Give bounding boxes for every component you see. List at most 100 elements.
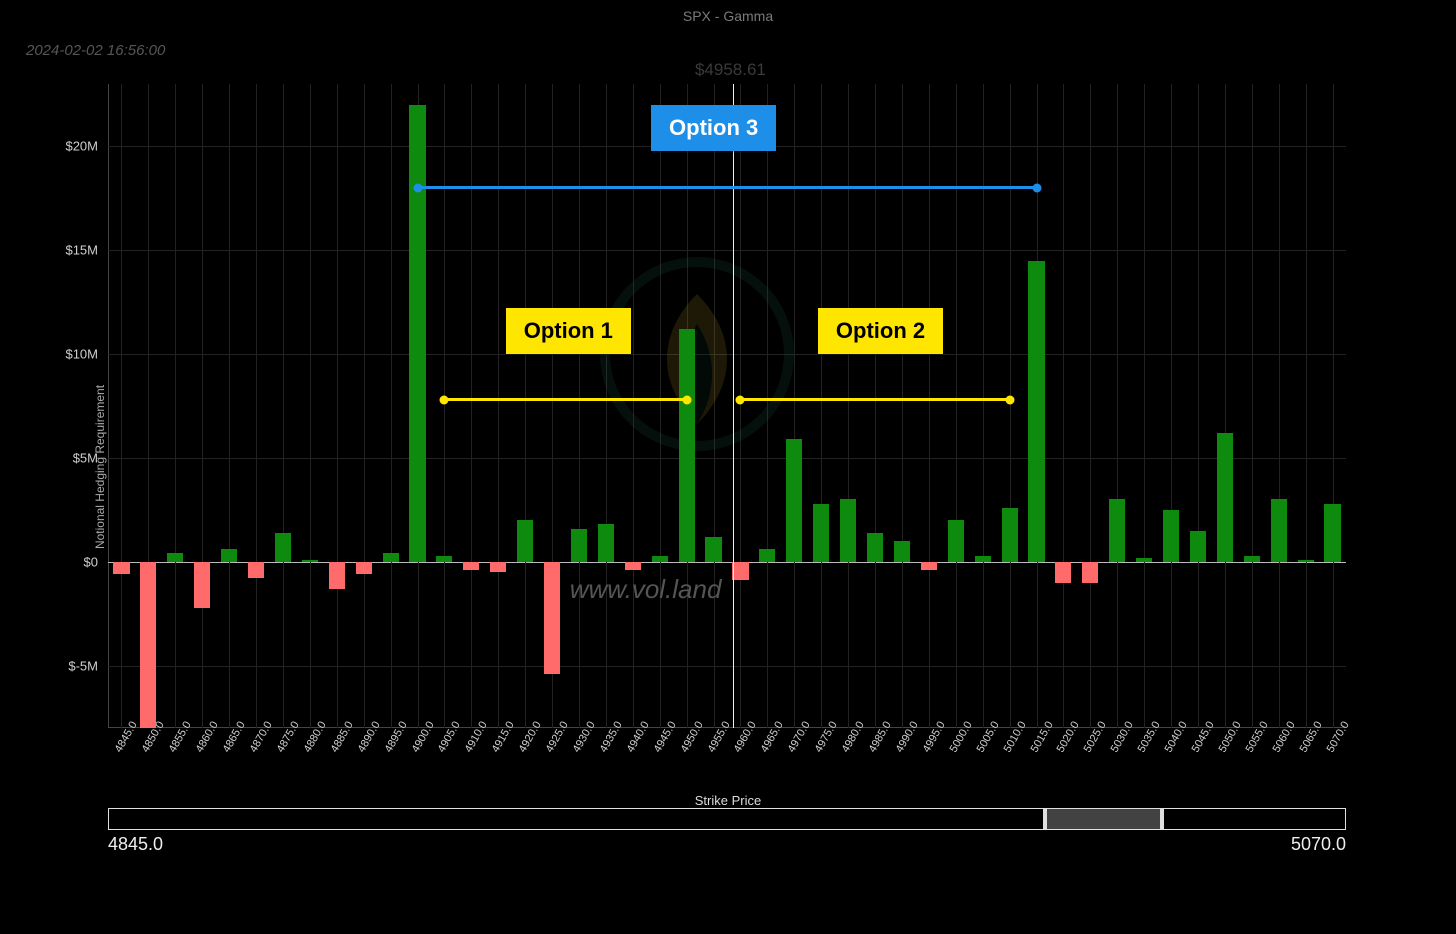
grid-line-v	[121, 84, 122, 728]
gamma-bar[interactable]	[221, 549, 237, 561]
gamma-bar[interactable]	[1082, 562, 1098, 583]
gamma-bar[interactable]	[490, 562, 506, 572]
grid-line-h	[108, 354, 1346, 355]
x-tick-label: 4945.0	[651, 719, 678, 754]
grid-line-v	[202, 84, 203, 728]
x-tick-label: 5020.0	[1055, 719, 1082, 754]
gamma-bar[interactable]	[1055, 562, 1071, 583]
x-tick-label: 4885.0	[328, 719, 355, 754]
grid-line-v	[983, 84, 984, 728]
gamma-bar[interactable]	[1190, 531, 1206, 562]
gamma-bar[interactable]	[356, 562, 372, 574]
gamma-bar[interactable]	[1109, 499, 1125, 561]
chart-timestamp: 2024-02-02 16:56:00	[26, 42, 165, 59]
y-tick-label: $0	[84, 554, 98, 569]
gamma-bar[interactable]	[383, 553, 399, 561]
gamma-bar[interactable]	[275, 533, 291, 562]
gamma-bar[interactable]	[517, 520, 533, 562]
x-tick-label: 5030.0	[1109, 719, 1136, 754]
strike-range-slider[interactable]	[108, 808, 1346, 830]
grid-line-v	[310, 84, 311, 728]
gamma-bar[interactable]	[409, 105, 425, 562]
slider-max-label: 5070.0	[1291, 834, 1346, 855]
x-tick-label: 4970.0	[786, 719, 813, 754]
gamma-bar[interactable]	[948, 520, 964, 562]
gamma-bar[interactable]	[786, 439, 802, 562]
slider-thumb[interactable]	[1043, 809, 1164, 829]
gamma-bar[interactable]	[813, 504, 829, 562]
y-axis-label: Notional Hedging Requirement	[93, 385, 107, 549]
gamma-bar[interactable]	[1028, 261, 1044, 562]
gamma-bar[interactable]	[679, 329, 695, 562]
x-tick-label: 4960.0	[732, 719, 759, 754]
gamma-bar[interactable]	[1217, 433, 1233, 562]
gamma-bar[interactable]	[598, 524, 614, 561]
gamma-bar[interactable]	[436, 556, 452, 562]
x-tick-label: 5055.0	[1243, 719, 1270, 754]
x-tick-label: 4965.0	[759, 719, 786, 754]
x-tick-label: 5065.0	[1297, 719, 1324, 754]
grid-line-v	[471, 84, 472, 728]
callout-box[interactable]: Option 1	[506, 308, 631, 354]
x-tick-label: 4940.0	[624, 719, 651, 754]
gamma-bar[interactable]	[867, 533, 883, 562]
grid-line-v	[767, 84, 768, 728]
gamma-bar[interactable]	[329, 562, 345, 589]
x-tick-label: 4930.0	[571, 719, 598, 754]
grid-line-v	[633, 84, 634, 728]
gamma-bar[interactable]	[1271, 499, 1287, 561]
callout-endpoint-dot	[682, 395, 691, 404]
grid-line-v	[391, 84, 392, 728]
grid-line-v	[956, 84, 957, 728]
grid-line-v	[229, 84, 230, 728]
gamma-bar[interactable]	[975, 556, 991, 562]
gamma-bar[interactable]	[571, 529, 587, 562]
callout-range-line	[418, 186, 1037, 189]
gamma-bar[interactable]	[194, 562, 210, 608]
x-tick-label: 4980.0	[840, 719, 867, 754]
x-tick-label: 4935.0	[597, 719, 624, 754]
grid-line-v	[1333, 84, 1334, 728]
gamma-bar[interactable]	[1244, 556, 1260, 562]
x-tick-label: 5025.0	[1082, 719, 1109, 754]
gamma-bar[interactable]	[302, 560, 318, 562]
grid-line-h	[108, 458, 1346, 459]
gamma-bar[interactable]	[1002, 508, 1018, 562]
gamma-bar[interactable]	[894, 541, 910, 562]
gamma-bar[interactable]	[705, 537, 721, 562]
gamma-bar[interactable]	[140, 562, 156, 728]
gamma-bar[interactable]	[840, 499, 856, 561]
gamma-bar[interactable]	[463, 562, 479, 570]
grid-line-v	[660, 84, 661, 728]
grid-line-v	[337, 84, 338, 728]
x-tick-label: 4975.0	[813, 719, 840, 754]
gamma-bar[interactable]	[1163, 510, 1179, 562]
callout-box[interactable]: Option 3	[651, 105, 776, 151]
gamma-bar[interactable]	[544, 562, 560, 674]
grid-line-v	[929, 84, 930, 728]
zero-axis-line	[108, 562, 1346, 563]
gamma-bar[interactable]	[732, 562, 748, 581]
gamma-bar[interactable]	[1298, 560, 1314, 562]
gamma-bar[interactable]	[113, 562, 129, 574]
x-tick-label: 5070.0	[1324, 719, 1351, 754]
callout-box[interactable]: Option 2	[818, 308, 943, 354]
chart-title: SPX - Gamma	[683, 8, 773, 24]
gamma-bar[interactable]	[921, 562, 937, 570]
gamma-bar[interactable]	[167, 553, 183, 561]
gamma-bar[interactable]	[652, 556, 668, 562]
x-tick-label: 4890.0	[355, 719, 382, 754]
x-tick-label: 5035.0	[1136, 719, 1163, 754]
x-tick-label: 4900.0	[409, 719, 436, 754]
grid-line-v	[821, 84, 822, 728]
grid-line-h	[108, 250, 1346, 251]
gamma-bar[interactable]	[1324, 504, 1340, 562]
x-tick-label: 4870.0	[248, 719, 275, 754]
gamma-bar[interactable]	[1136, 558, 1152, 562]
grid-line-v	[1144, 84, 1145, 728]
callout-endpoint-dot	[413, 183, 422, 192]
gamma-bar[interactable]	[248, 562, 264, 579]
x-tick-label: 4880.0	[301, 719, 328, 754]
gamma-bar[interactable]	[625, 562, 641, 570]
gamma-bar[interactable]	[759, 549, 775, 561]
